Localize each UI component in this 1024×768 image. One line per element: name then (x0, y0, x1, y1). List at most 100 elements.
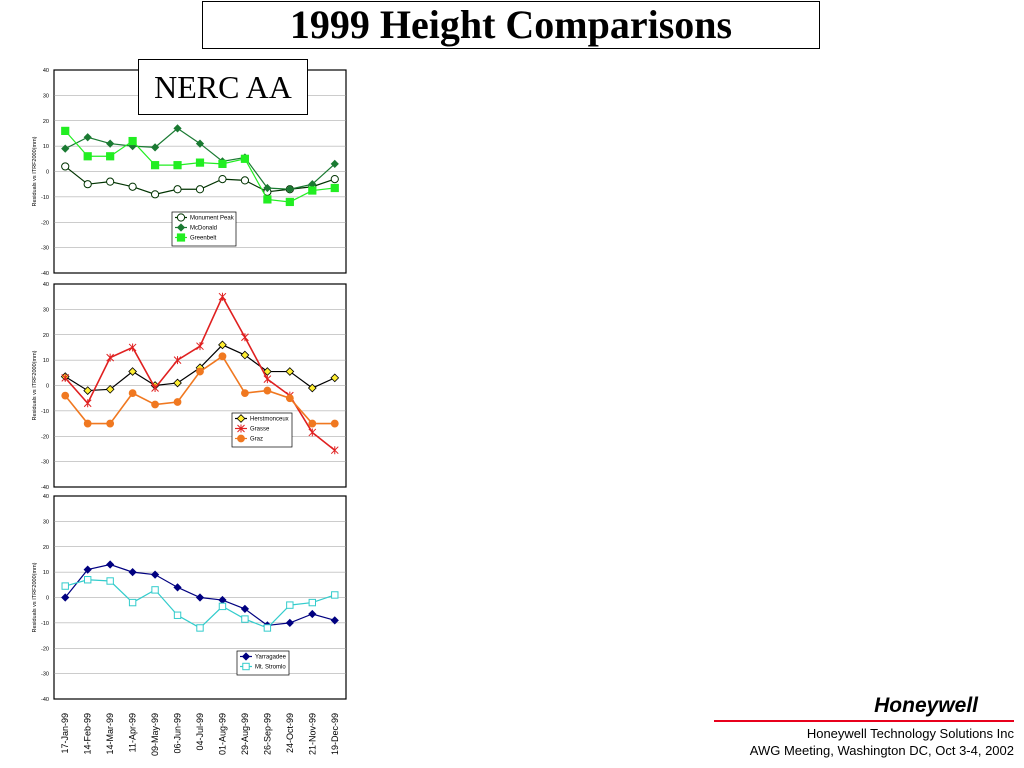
y-tick-label: 10 (43, 358, 49, 364)
y-tick-label: -20 (41, 646, 49, 652)
footer: Honeywell Honeywell Technology Solutions… (694, 694, 1014, 759)
data-point (176, 223, 186, 232)
data-point (263, 375, 272, 384)
legend: Herstmonceux Grasse Graz (231, 412, 293, 448)
data-point (151, 384, 159, 393)
data-point (285, 618, 294, 627)
data-point (61, 373, 70, 382)
data-point (105, 384, 115, 394)
data-point (128, 598, 137, 607)
data-point (241, 389, 249, 398)
x-tick-label: 29-Aug-99 (240, 713, 250, 755)
y-tick-label: -40 (41, 697, 49, 703)
data-point (150, 143, 160, 152)
data-point (218, 292, 227, 301)
y-axis-label: Residuals vs ITRF2000(mm) (32, 350, 38, 420)
data-point (285, 394, 294, 403)
y-tick-label: -40 (41, 271, 49, 277)
data-point (128, 367, 137, 376)
data-point (196, 342, 204, 351)
x-tick-label: 21-Nov-99 (307, 713, 317, 755)
footer-meeting: AWG Meeting, Washington DC, Oct 3-4, 200… (749, 743, 1014, 758)
data-point (196, 624, 204, 632)
y-tick-label: -40 (41, 485, 49, 491)
y-tick-label: -20 (41, 220, 49, 226)
data-point (240, 604, 250, 614)
data-point (330, 159, 339, 168)
data-point (308, 186, 317, 195)
data-point (173, 398, 182, 406)
series-mt-stromlo (61, 576, 339, 632)
data-point (83, 133, 92, 142)
data-point (83, 399, 92, 408)
data-point (240, 176, 250, 185)
data-point (308, 428, 317, 437)
legend-entry: Herstmonceux (250, 417, 289, 423)
x-tick-label: 14-Mar-99 (105, 713, 115, 755)
data-point (241, 652, 251, 661)
data-point (236, 414, 246, 423)
data-point (106, 139, 115, 148)
data-point (195, 139, 205, 148)
data-point (218, 159, 227, 168)
y-tick-label: 40 (43, 494, 49, 500)
data-point (61, 162, 70, 171)
data-point (173, 378, 182, 388)
data-point (128, 182, 137, 191)
data-point (263, 386, 272, 395)
data-point (151, 400, 159, 409)
data-point (128, 136, 137, 146)
x-tick-label: 19-Dec-99 (330, 713, 340, 755)
data-point (330, 373, 340, 383)
chart-panel-3: 40 30 20 10 0 -10 -20 -30 -40 Residuals vs ITRF20… (32, 494, 347, 756)
y-tick-label: -30 (41, 460, 49, 466)
data-point (330, 175, 339, 184)
data-point (173, 583, 182, 592)
y-tick-label: 30 (43, 93, 49, 99)
y-tick-label: 0 (46, 596, 49, 602)
data-point (242, 662, 250, 671)
data-point (218, 175, 227, 184)
data-point (285, 197, 294, 207)
series-herstmonceux (60, 340, 340, 395)
legend: Monument Peak McDonald Greenbelt (171, 211, 237, 247)
data-point (218, 340, 227, 350)
series-greenbelt (61, 126, 339, 207)
data-point (106, 177, 115, 186)
y-tick-label: -10 (41, 409, 49, 415)
x-tick-label: 09-May-99 (150, 713, 160, 756)
data-point (237, 434, 245, 443)
footer-company: Honeywell Technology Solutions Inc (806, 726, 1014, 741)
data-point (176, 233, 186, 242)
data-point (150, 570, 160, 579)
data-point (106, 353, 115, 362)
honeywell-logo: Honeywell (874, 694, 978, 717)
data-point (218, 602, 227, 611)
subtitle-label: NERC AA (138, 59, 308, 115)
y-tick-label: 20 (43, 119, 49, 125)
x-tick-label: 17-Jan-99 (60, 713, 70, 754)
y-tick-label: -10 (41, 195, 49, 201)
footer-divider (714, 720, 1014, 722)
x-tick-label: 06-Jun-99 (173, 713, 183, 754)
data-point (150, 190, 160, 199)
data-point (195, 185, 205, 194)
data-point (331, 591, 339, 599)
series-graz (61, 352, 339, 428)
data-point (240, 350, 250, 360)
data-point (195, 593, 205, 602)
y-tick-label: 40 (43, 68, 49, 74)
data-point (307, 383, 317, 393)
data-point (330, 183, 339, 193)
data-point (83, 386, 93, 395)
data-point (61, 593, 70, 602)
y-tick-label: 10 (43, 144, 49, 150)
data-point (173, 185, 182, 194)
y-tick-label: 30 (43, 519, 49, 525)
data-point (285, 367, 295, 376)
x-tick-label: 24-Oct-99 (285, 713, 295, 753)
data-point (173, 161, 182, 170)
data-point (330, 616, 339, 625)
data-point (61, 126, 70, 136)
